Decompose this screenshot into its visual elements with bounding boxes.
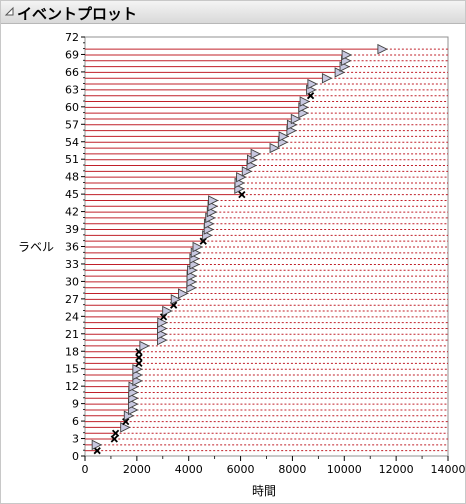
y-tick-label: 63	[65, 83, 79, 96]
y-tick-label: 12	[65, 380, 79, 393]
event-marker	[110, 435, 118, 443]
x-tick-label: 12000	[379, 463, 414, 476]
x-tick-label: 10000	[327, 463, 362, 476]
y-tick-label: 18	[65, 345, 79, 358]
y-tick-label: 0	[72, 450, 79, 463]
event-marker	[111, 429, 120, 437]
y-tick-label: 36	[65, 241, 79, 254]
event-marker	[159, 313, 168, 321]
y-tick-label: 15	[65, 363, 79, 376]
title-bar: イベントプロット	[1, 1, 465, 24]
y-axis-label: ラベル	[18, 240, 55, 254]
x-tick-label: 8000	[278, 463, 306, 476]
censored-marker	[236, 171, 247, 183]
y-tick-label: 60	[65, 101, 79, 114]
y-tick-label: 6	[72, 415, 79, 428]
censored-marker	[170, 294, 182, 305]
censored-marker	[132, 363, 143, 375]
y-tick-label: 42	[65, 206, 79, 219]
event-marker	[306, 92, 315, 100]
event-marker	[135, 353, 143, 362]
y-tick-label: 39	[65, 223, 79, 236]
y-tick-label: 27	[65, 293, 79, 306]
y-tick-label: 51	[65, 153, 79, 166]
x-tick-label: 0	[82, 463, 89, 476]
event-marker	[170, 301, 178, 309]
event-marker	[122, 417, 130, 426]
censored-marker	[250, 148, 262, 160]
y-tick-label: 30	[65, 275, 79, 288]
y-tick-label: 3	[72, 433, 79, 446]
censored-marker	[120, 422, 131, 433]
y-tick-label: 66	[65, 66, 79, 79]
panel-title: イベントプロット	[17, 5, 138, 23]
censored-marker	[178, 288, 189, 299]
event-marker	[135, 359, 143, 368]
y-tick-label: 72	[65, 31, 79, 44]
censored-marker	[162, 305, 173, 317]
event-marker	[93, 447, 101, 455]
x-tick-label: 2000	[123, 463, 151, 476]
censored-marker	[269, 142, 281, 154]
x-tick-label: 4000	[175, 463, 203, 476]
censored-marker	[91, 439, 103, 451]
y-tick-label: 54	[65, 136, 79, 149]
censored-marker	[341, 49, 353, 61]
y-tick-label: 69	[65, 48, 79, 61]
censored-marker	[157, 317, 168, 328]
censored-marker	[290, 113, 302, 125]
disclosure-triangle-icon[interactable]	[4, 6, 14, 16]
y-tick-label: 21	[65, 328, 79, 341]
censored-marker	[307, 78, 318, 90]
censored-marker	[299, 96, 311, 107]
event-marker	[199, 237, 207, 245]
x-tick-label: 14000	[431, 463, 466, 476]
event-marker	[238, 190, 246, 199]
y-tick-label: 57	[65, 118, 79, 131]
y-tick-label: 48	[65, 171, 79, 184]
censored-marker	[192, 241, 204, 253]
x-axis-label: 時間	[252, 484, 277, 498]
y-tick-label: 24	[65, 310, 79, 323]
censored-marker	[278, 131, 290, 142]
x-tick-label: 6000	[227, 463, 255, 476]
censored-marker	[208, 195, 219, 206]
y-tick-label: 9	[72, 398, 79, 411]
y-tick-label: 45	[65, 188, 79, 201]
censored-marker	[139, 340, 150, 352]
y-tick-label: 33	[65, 258, 79, 271]
censored-marker	[321, 73, 333, 84]
censored-marker	[377, 43, 388, 55]
